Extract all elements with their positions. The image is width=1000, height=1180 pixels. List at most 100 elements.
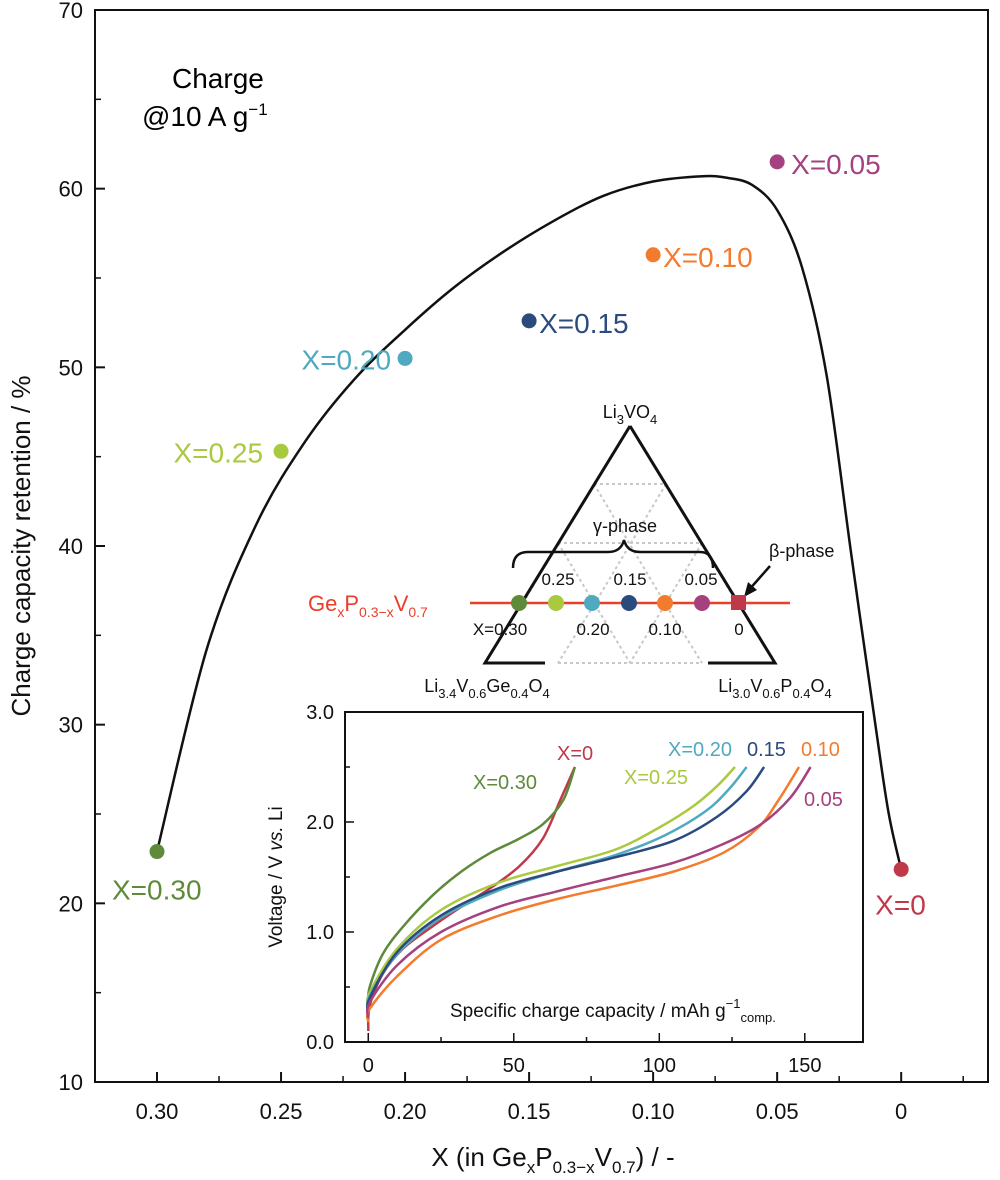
composition-line-label: GexP0.3−xV0.7 xyxy=(308,591,428,620)
data-point-label: X=0.10 xyxy=(663,242,753,273)
upper-label-005: 0.05 xyxy=(684,570,717,589)
left-sub3: 0.4 xyxy=(510,686,528,701)
trend-curve xyxy=(155,174,903,870)
ternary-point xyxy=(657,595,673,611)
ternary-dashed-line xyxy=(557,542,631,664)
data-point-label: X=0.20 xyxy=(302,344,392,375)
right-p: P xyxy=(780,676,792,696)
inset-x-tick-label: 150 xyxy=(788,1055,821,1077)
x-tick-label: 0.15 xyxy=(508,1099,551,1124)
inset-y-tick-label: 1.0 xyxy=(306,922,334,944)
data-point-label: X=0.25 xyxy=(174,437,264,468)
right-sub4: 4 xyxy=(825,686,832,701)
ternary-points-layer xyxy=(511,595,746,611)
y-tick-label: 20 xyxy=(59,891,83,916)
inset-y-tick-label: 0.0 xyxy=(306,1032,334,1054)
data-point xyxy=(893,861,909,877)
data-point xyxy=(149,844,165,860)
x-title-sub3: 0.7 xyxy=(612,1158,636,1177)
inset-x-tick-label: 100 xyxy=(643,1055,676,1077)
inset-lines-layer xyxy=(365,766,812,1032)
data-point-label: X=0.15 xyxy=(539,308,629,339)
ternary-left-label: Li3.4V0.6Ge0.4O4 xyxy=(424,676,550,701)
inset-axis-ticks: 0.0 1.0 2.0 3.0 0 50 100 150 xyxy=(306,702,821,1077)
beta-phase-label: β-phase xyxy=(769,541,834,561)
y-tick-label: 30 xyxy=(59,713,83,738)
inset-x-axis-title: Specific charge capacity / mAh g−1comp. xyxy=(450,996,776,1025)
x-title-sub2: 0.3−x xyxy=(553,1158,596,1177)
comp-p: P xyxy=(344,591,359,616)
inset-series-label: 0.15 xyxy=(747,739,786,761)
right-li: Li xyxy=(718,676,732,696)
ternary-dashed-line xyxy=(629,542,703,664)
x-axis-title: X (in GexP0.3−xV0.7) / - xyxy=(431,1142,674,1177)
comp-sub2: 0.3−x xyxy=(359,604,394,620)
upper-label-025: 0.25 xyxy=(541,570,574,589)
data-point xyxy=(645,247,661,263)
inset-series-labels: X=0 X=0.30 X=0.25 X=0.20 0.15 0.10 0.05 xyxy=(473,739,843,811)
data-point xyxy=(521,313,537,329)
annotation-rate: @10 A g xyxy=(142,101,248,132)
inset-series-line xyxy=(365,766,812,1018)
charge-annotation-line2: @10 A g−1 xyxy=(142,100,268,132)
x-tick-label: 0.10 xyxy=(632,1099,675,1124)
inset-x-tick-label: 50 xyxy=(503,1055,525,1077)
inset-series-label: X=0.20 xyxy=(668,739,732,761)
lower-label-030: X=0.30 xyxy=(473,620,527,639)
trend-curve-layer xyxy=(155,174,903,870)
x-title-mid1: P xyxy=(535,1142,552,1172)
inset-series-label: 0.05 xyxy=(804,789,843,811)
left-li: Li xyxy=(424,676,438,696)
data-point xyxy=(769,154,785,170)
beta-phase-arrow-head xyxy=(744,582,757,597)
x-title-pre: X (in Ge xyxy=(431,1142,526,1172)
inset-x-tick-label: 0 xyxy=(363,1055,374,1077)
left-o: O xyxy=(529,676,543,696)
inset-series-label: X=0.25 xyxy=(624,767,688,789)
data-point-label: X=0 xyxy=(875,889,926,920)
right-sub2: 0.6 xyxy=(762,686,780,701)
ternary-triangle-left-edge xyxy=(482,425,632,665)
x-tick-label: 0 xyxy=(895,1099,907,1124)
right-sub1: 3.0 xyxy=(732,686,750,701)
inset-series-label: X=0.30 xyxy=(473,772,537,794)
ternary-dashed-line xyxy=(557,604,595,664)
ternary-dashed-grid xyxy=(521,483,739,664)
ternary-point xyxy=(694,595,710,611)
gamma-phase-label: γ-phase xyxy=(593,516,657,536)
top-label-sub2: 4 xyxy=(650,412,657,427)
comp-v: V xyxy=(394,591,409,616)
left-sub1: 3.4 xyxy=(438,686,456,701)
lower-label-010: 0.10 xyxy=(648,620,681,639)
inset-series-line xyxy=(366,766,577,1004)
comp-ge: Ge xyxy=(308,591,337,616)
comp-sub3: 0.7 xyxy=(408,604,428,620)
ternary-diagram: Li3VO4 γ-phase β-phase GexP0.3−xV0.7 0.2… xyxy=(308,402,834,701)
top-label-li: Li xyxy=(603,402,617,422)
x-title-mid2: V xyxy=(595,1142,613,1172)
y-tick-label: 50 xyxy=(59,355,83,380)
inset-y-tick-label: 2.0 xyxy=(306,812,334,834)
gamma-phase-brace xyxy=(511,539,715,569)
lower-label-0: 0 xyxy=(734,620,743,639)
left-sub4: 4 xyxy=(543,686,550,701)
ternary-top-label: Li3VO4 xyxy=(603,402,658,427)
top-label-sub1: 3 xyxy=(617,412,624,427)
y-tick-label: 40 xyxy=(59,534,83,559)
inset-plot: 0.01.02.03.00 50 100 150 X=0X=0.30 X=0.25X=0… xyxy=(266,702,864,1077)
lower-label-020: 0.20 xyxy=(576,620,609,639)
ternary-point xyxy=(584,595,600,611)
inset-series-line xyxy=(365,766,736,1010)
y-tick-label: 70 xyxy=(59,0,83,23)
x-tick-label: 0.25 xyxy=(260,1099,303,1124)
comp-sub1: x xyxy=(337,604,344,620)
right-sub3: 0.4 xyxy=(792,686,810,701)
right-o: O xyxy=(811,676,825,696)
inset-frame xyxy=(344,711,864,1043)
data-point-label: X=0.05 xyxy=(791,149,881,180)
ternary-dashed-line xyxy=(665,604,703,664)
top-label-vo: VO xyxy=(624,402,650,422)
inset-y-tick-label: 3.0 xyxy=(306,702,334,724)
charge-annotation-line1: Charge xyxy=(172,63,264,94)
